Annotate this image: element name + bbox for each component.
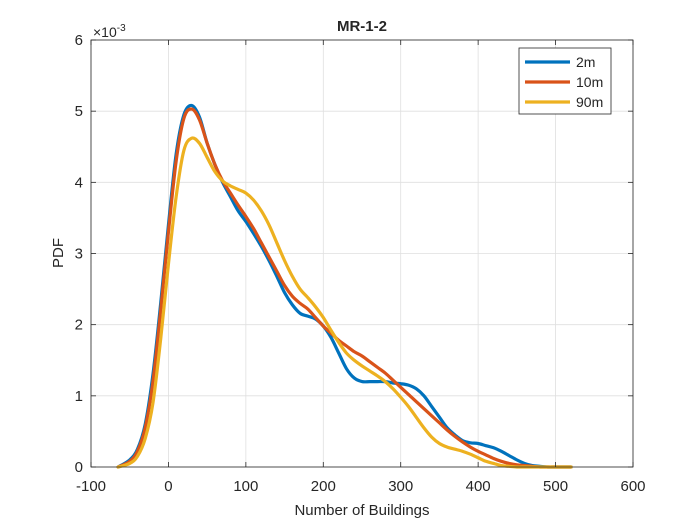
legend-label: 2m	[576, 54, 595, 70]
x-tick-label: 300	[388, 478, 413, 495]
series-layer	[116, 103, 573, 469]
legend-entries: 2m 10m 90m	[525, 54, 603, 110]
x-tick-label: 100	[233, 478, 258, 495]
series-line-10m	[116, 107, 573, 469]
x-tick-label: 500	[543, 478, 568, 495]
y-tick-label: 6	[75, 32, 83, 49]
y-exponent-label: ×10-3	[93, 23, 126, 40]
series-line-2m	[116, 103, 573, 469]
y-tick-labels: 0 1 2 3 4 5 6	[75, 32, 83, 476]
x-tick-label: 200	[311, 478, 336, 495]
y-tick-label: 5	[75, 103, 83, 120]
x-tick-labels: -100 0 100 200 300 400 500 600	[76, 478, 646, 495]
chart-title: MR-1-2	[337, 18, 387, 35]
x-axis-label: Number of Buildings	[294, 502, 429, 519]
x-tick-label: 400	[466, 478, 491, 495]
y-tick-label: 4	[75, 174, 83, 191]
legend-label: 90m	[576, 94, 603, 110]
ticks	[90, 39, 634, 468]
y-tick-label: 2	[75, 317, 83, 334]
series-line-90m	[116, 136, 573, 469]
x-tick-label: 600	[620, 478, 645, 495]
legend: 2m 10m 90m	[518, 47, 612, 115]
x-tick-label: 0	[164, 478, 172, 495]
y-tick-label: 1	[75, 388, 83, 405]
y-tick-label: 3	[75, 246, 83, 263]
y-tick-label: 0	[75, 459, 83, 476]
legend-label: 10m	[576, 74, 603, 90]
x-tick-label: -100	[76, 478, 106, 495]
y-axis-label: PDF	[50, 238, 67, 268]
